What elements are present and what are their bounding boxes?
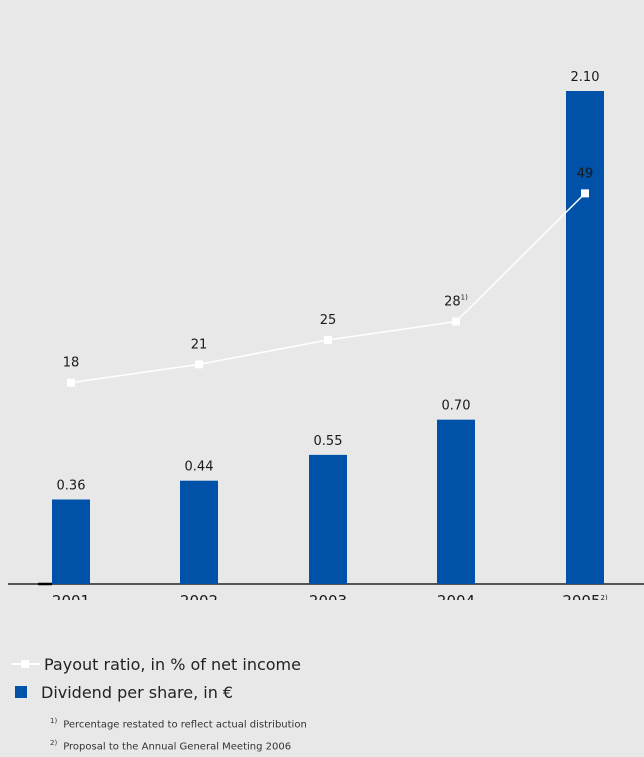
footnote-2: 2) Proposal to the Annual General Meeting… — [50, 734, 307, 756]
x-tick-label-2002: 2002 — [180, 592, 218, 600]
footnote-mark-1: 1) — [50, 717, 58, 725]
payout-label-2001: 18 — [63, 356, 80, 371]
footnote-text-2: Proposal to the Annual General Meeting 2… — [63, 741, 292, 753]
legend-item-payout-ratio: Payout ratio, in % of net income — [12, 650, 301, 678]
x-tick-label-2001: 2001 — [52, 592, 90, 600]
chart-canvas: 0.36 0.44 0.55 0.70 2.10 18 21 25 281) 49 2001 2002… — [8, 70, 644, 610]
bar-2004 — [437, 419, 475, 584]
payout-point-2001 — [67, 378, 75, 387]
bar-label-2003: 0.55 — [314, 434, 343, 449]
payout-point-2003 — [324, 335, 332, 344]
bar-label-2005: 2.10 — [571, 70, 600, 85]
dividend-chart: 0.36 0.44 0.55 0.70 2.10 18 21 25 281) 49 2001 2002… — [8, 70, 644, 610]
legend-label-payout-ratio: Payout ratio, in % of net income — [44, 654, 301, 674]
bar-2003 — [309, 454, 347, 584]
bar-2005 — [566, 91, 604, 584]
bar-label-2004: 0.70 — [442, 399, 471, 414]
legend-item-dividend: Dividend per share, in € — [12, 678, 301, 706]
payout-label-2005: 49 — [577, 166, 594, 181]
legend-blue-square-icon — [15, 686, 27, 698]
legend-line-marker-icon — [12, 657, 40, 671]
payout-ratio-line — [70, 192, 586, 384]
footnote-text-1: Percentage restated to reflect actual di… — [63, 719, 307, 731]
payout-label-2003: 25 — [320, 313, 337, 328]
bar-label-2001: 0.36 — [57, 478, 86, 493]
footnote-1: 1) Percentage restated to reflect actual … — [50, 712, 307, 734]
bar-2001 — [52, 499, 90, 584]
legend: Payout ratio, in % of net income Dividen… — [12, 650, 301, 706]
payout-label-2002: 21 — [191, 337, 208, 352]
bar-label-2002: 0.44 — [185, 460, 214, 475]
footnotes: 1) Percentage restated to reflect actual … — [50, 712, 307, 757]
footnote-mark-2: 2) — [50, 739, 58, 748]
x-tick-label-2003: 2003 — [309, 592, 347, 600]
x-tick-label-2004: 2004 — [437, 592, 475, 600]
payout-point-2002 — [195, 360, 203, 369]
payout-label-2004: 281) — [444, 294, 468, 310]
x-tick-label-2005: 20052) — [562, 592, 608, 600]
payout-point-2005 — [581, 189, 589, 198]
payout-point-2004 — [452, 317, 460, 326]
bar-2002 — [180, 480, 218, 584]
legend-label-dividend: Dividend per share, in € — [41, 682, 234, 702]
